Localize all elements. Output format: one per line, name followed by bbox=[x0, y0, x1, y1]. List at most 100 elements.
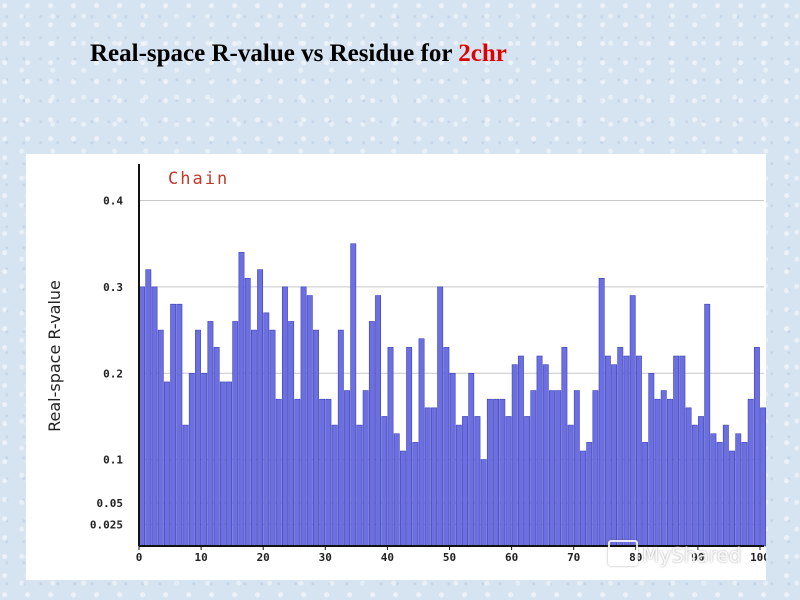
bar bbox=[710, 433, 717, 547]
bar bbox=[195, 329, 201, 547]
bar bbox=[275, 398, 282, 547]
bar bbox=[536, 355, 543, 547]
bar bbox=[164, 381, 170, 547]
chart-panel: 0.025 0.05 0.1 0.2 0.3 0.4 0 10 20 30 40 50 60 70 80 90… bbox=[26, 154, 766, 580]
bar bbox=[611, 364, 618, 547]
bar bbox=[319, 398, 326, 547]
bar bbox=[567, 424, 574, 547]
r-value-chart: 0.025 0.05 0.1 0.2 0.3 0.4 0 10 20 30 40 50 60 70 80 90… bbox=[45, 164, 766, 564]
bar bbox=[176, 303, 183, 547]
bar bbox=[685, 407, 692, 547]
bar bbox=[375, 295, 382, 547]
bar bbox=[188, 372, 195, 547]
bar bbox=[623, 355, 630, 547]
x-tick-label: 10 bbox=[194, 551, 207, 564]
bar bbox=[654, 398, 661, 547]
bar bbox=[753, 347, 760, 547]
bar bbox=[207, 321, 214, 547]
bar bbox=[635, 355, 642, 547]
bar bbox=[667, 398, 673, 547]
bar bbox=[648, 372, 655, 547]
bar bbox=[580, 450, 586, 547]
watermark: MyShared bbox=[608, 540, 742, 567]
bar bbox=[586, 442, 593, 547]
bar bbox=[673, 355, 680, 547]
bar bbox=[598, 277, 605, 547]
bar bbox=[517, 355, 524, 547]
x-tick-label: 30 bbox=[319, 551, 332, 564]
bar bbox=[592, 390, 599, 547]
bar bbox=[269, 329, 276, 547]
bar bbox=[530, 390, 537, 547]
x-tick-label: 90 bbox=[691, 551, 704, 564]
bar bbox=[201, 372, 208, 547]
bar bbox=[219, 381, 226, 547]
slide-title: Real-space R-value vs Residue for 2chr bbox=[90, 40, 507, 68]
bar bbox=[350, 243, 357, 547]
bar bbox=[170, 303, 177, 547]
bar bbox=[381, 416, 388, 547]
x-tick-label: 60 bbox=[505, 551, 518, 564]
bar bbox=[300, 286, 307, 547]
bar bbox=[151, 286, 158, 547]
bar bbox=[244, 277, 251, 547]
x-tick-label: 50 bbox=[443, 551, 456, 564]
bar bbox=[412, 442, 419, 547]
bar bbox=[462, 416, 468, 547]
bar bbox=[698, 416, 704, 547]
legend-label: Chain bbox=[168, 169, 229, 189]
y-tick-label: 0.3 bbox=[103, 281, 123, 294]
slide-title-accent: 2chr bbox=[458, 40, 507, 67]
bar bbox=[437, 286, 444, 547]
bar bbox=[449, 372, 456, 547]
bar bbox=[760, 407, 766, 547]
bar bbox=[281, 286, 288, 547]
y-tick-label: 0.1 bbox=[103, 454, 123, 467]
bar bbox=[629, 295, 636, 547]
bar bbox=[362, 390, 369, 547]
x-tick-label: 40 bbox=[381, 551, 394, 564]
bar bbox=[468, 372, 475, 547]
bar bbox=[561, 347, 568, 547]
bar bbox=[344, 390, 350, 547]
x-tick-label: 80 bbox=[629, 551, 642, 564]
x-tick-label: 20 bbox=[257, 551, 270, 564]
bar bbox=[486, 398, 493, 547]
bar bbox=[145, 269, 152, 547]
y-tick-label: 0.4 bbox=[103, 195, 123, 208]
bar bbox=[424, 407, 431, 547]
bar bbox=[555, 390, 562, 547]
bar bbox=[741, 442, 748, 547]
bar bbox=[238, 252, 245, 547]
slide-title-text: Real-space R-value vs Residue for bbox=[90, 40, 459, 67]
x-tick-label: 0 bbox=[136, 551, 143, 564]
bar bbox=[716, 442, 723, 547]
bars-layer bbox=[139, 243, 766, 547]
bar bbox=[573, 390, 580, 547]
bar bbox=[387, 347, 394, 547]
bar bbox=[306, 295, 313, 547]
y-tick-label: 0.025 bbox=[90, 518, 123, 531]
bar bbox=[747, 398, 754, 547]
bar bbox=[331, 424, 338, 547]
bar bbox=[642, 442, 649, 547]
bar bbox=[679, 355, 686, 547]
bar bbox=[524, 416, 531, 547]
bar bbox=[250, 329, 257, 547]
bar bbox=[735, 433, 742, 547]
bar bbox=[542, 364, 549, 547]
bar bbox=[182, 424, 189, 547]
bar bbox=[337, 329, 344, 547]
y-tick-label: 0.05 bbox=[97, 497, 124, 510]
x-tick-label: 100 bbox=[750, 551, 766, 564]
bar bbox=[660, 390, 667, 547]
bar bbox=[399, 450, 406, 547]
bar bbox=[232, 321, 239, 547]
bar bbox=[549, 390, 555, 547]
bar bbox=[431, 407, 437, 547]
bar bbox=[505, 416, 512, 547]
bar bbox=[213, 347, 220, 547]
bar bbox=[139, 286, 146, 547]
bar bbox=[729, 450, 735, 547]
bar bbox=[443, 347, 450, 547]
